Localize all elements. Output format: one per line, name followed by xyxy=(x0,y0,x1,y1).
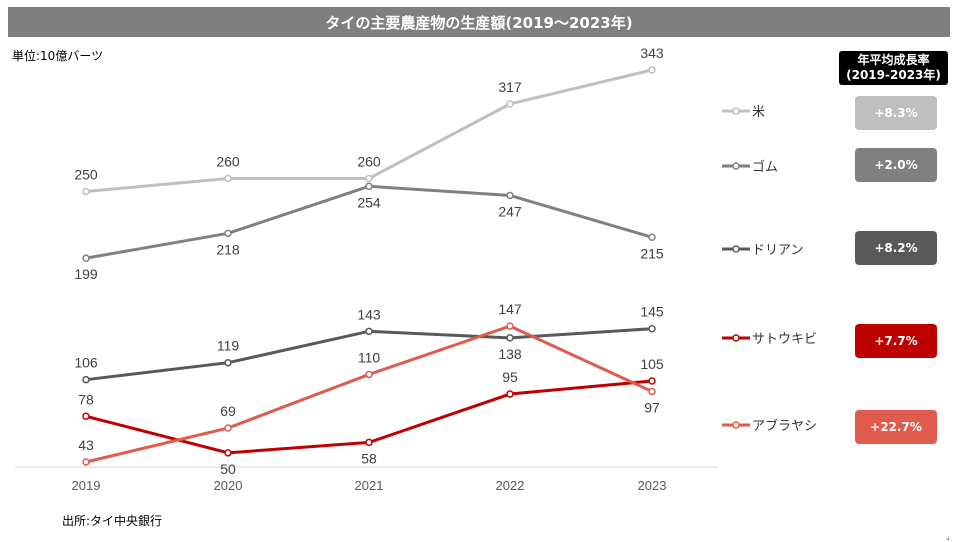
cagr-header-line2: (2019-2023年) xyxy=(846,68,941,82)
data-point-sugarcane-2022 xyxy=(506,390,514,398)
data-point-sugarcane-2021 xyxy=(365,438,373,447)
source-label: 出所:タイ中央銀行 xyxy=(62,514,163,528)
data-point-sugarcane-2023 xyxy=(648,377,656,385)
data-point-durian-2020 xyxy=(224,358,232,367)
data-label-rice-2019: 250 xyxy=(74,167,98,183)
data-label-durian-2023: 145 xyxy=(640,304,664,320)
data-label-rubber-2022: 247 xyxy=(498,203,522,219)
data-label-oilpalm-2023: 97 xyxy=(644,399,660,415)
data-point-rubber-2019 xyxy=(82,254,90,262)
data-label-oilpalm-2022: 147 xyxy=(498,301,522,317)
data-point-sugarcane-2020 xyxy=(224,449,232,457)
x-tick-label-2020: 2020 xyxy=(214,478,243,493)
data-point-rubber-2023 xyxy=(648,233,656,242)
data-label-rubber-2023: 215 xyxy=(640,245,664,261)
data-point-oilpalm-2021 xyxy=(365,370,373,379)
data-point-durian-2019 xyxy=(82,375,90,384)
data-label-rubber-2020: 218 xyxy=(216,241,240,257)
unit-label: 単位:10億バーツ xyxy=(12,49,104,63)
legend-marker-oilpalm xyxy=(722,420,750,429)
x-tick-label-2023: 2023 xyxy=(638,478,667,493)
legend-item-oilpalm: アブラヤシ xyxy=(722,415,817,434)
data-point-oilpalm-2019 xyxy=(82,458,90,466)
data-label-sugarcane-2023: 105 xyxy=(640,356,664,372)
data-label-sugarcane-2019: 78 xyxy=(78,391,94,407)
legend-label-rubber: ゴム xyxy=(752,160,779,175)
data-point-oilpalm-2023 xyxy=(648,387,656,396)
data-point-oilpalm-2020 xyxy=(224,424,232,432)
cagr-header-line1: 年平均成長率 xyxy=(857,53,930,67)
data-point-rice-2020 xyxy=(224,174,232,183)
x-tick-label-2022: 2022 xyxy=(496,478,525,493)
x-tick-label-2019: 2019 xyxy=(72,478,101,493)
data-point-rice-2019 xyxy=(82,187,90,196)
data-label-rice-2022: 317 xyxy=(498,79,522,95)
data-point-rubber-2020 xyxy=(224,229,232,238)
data-label-oilpalm-2021: 110 xyxy=(358,349,381,365)
x-tick-label-2021: 2021 xyxy=(355,478,384,493)
legend-label-sugarcane: サトウキビ xyxy=(752,332,818,347)
data-label-sugarcane-2020: 50 xyxy=(220,461,236,477)
data-point-durian-2023 xyxy=(648,324,656,333)
legend-marker-sugarcane xyxy=(722,333,750,342)
chart-title: タイの主要農産物の生産額(2019〜2023年) xyxy=(8,7,950,37)
data-point-durian-2022 xyxy=(506,334,514,342)
data-label-durian-2022: 138 xyxy=(498,346,522,362)
cagr-badge-rubber: +2.0% xyxy=(855,148,937,182)
cagr-badge-oilpalm: +22.7% xyxy=(855,410,937,444)
data-label-durian-2019: 106 xyxy=(74,355,98,371)
data-label-durian-2020: 119 xyxy=(217,338,240,354)
data-label-rice-2020: 260 xyxy=(216,153,240,169)
data-point-sugarcane-2019 xyxy=(82,412,90,421)
data-label-oilpalm-2019: 43 xyxy=(78,437,94,453)
data-label-rubber-2019: 199 xyxy=(74,266,98,282)
data-point-durian-2021 xyxy=(365,327,373,336)
legend-marker-rubber xyxy=(722,161,750,170)
data-label-sugarcane-2022: 95 xyxy=(502,369,518,385)
legend-item-sugarcane: サトウキビ xyxy=(722,328,817,347)
legend-item-rubber: ゴム xyxy=(722,156,778,175)
data-point-rice-2021 xyxy=(365,174,373,183)
cagr-badge-rice: +8.3% xyxy=(855,96,937,130)
data-label-sugarcane-2021: 58 xyxy=(361,450,377,466)
series-line-rice xyxy=(85,68,653,194)
legend-label-oilpalm: アブラヤシ xyxy=(752,419,818,434)
data-point-rice-2022 xyxy=(506,100,514,108)
cagr-badge-sugarcane: +7.7% xyxy=(855,324,937,358)
legend-label-rice: 米 xyxy=(752,105,766,120)
legend-marker-durian xyxy=(722,244,750,253)
data-label-durian-2021: 143 xyxy=(357,306,381,322)
data-label-rubber-2021: 254 xyxy=(357,194,381,210)
cagr-badge-durian: +8.2% xyxy=(855,231,937,265)
legend-marker-rice xyxy=(722,106,750,115)
corner-mark: ⌟ xyxy=(946,532,950,541)
data-point-rice-2023 xyxy=(648,66,656,74)
data-label-oilpalm-2020: 69 xyxy=(220,403,236,419)
data-point-rubber-2022 xyxy=(506,191,514,200)
data-label-rice-2021: 260 xyxy=(357,153,381,169)
legend-label-durian: ドリアン xyxy=(752,243,804,258)
legend-item-durian: ドリアン xyxy=(722,239,803,258)
cagr-header: 年平均成長率 (2019-2023年) xyxy=(839,51,948,85)
legend-item-rice: 米 xyxy=(722,101,765,120)
data-point-rubber-2021 xyxy=(365,182,373,191)
data-label-rice-2023: 343 xyxy=(640,45,664,61)
data-point-oilpalm-2022 xyxy=(506,322,514,330)
